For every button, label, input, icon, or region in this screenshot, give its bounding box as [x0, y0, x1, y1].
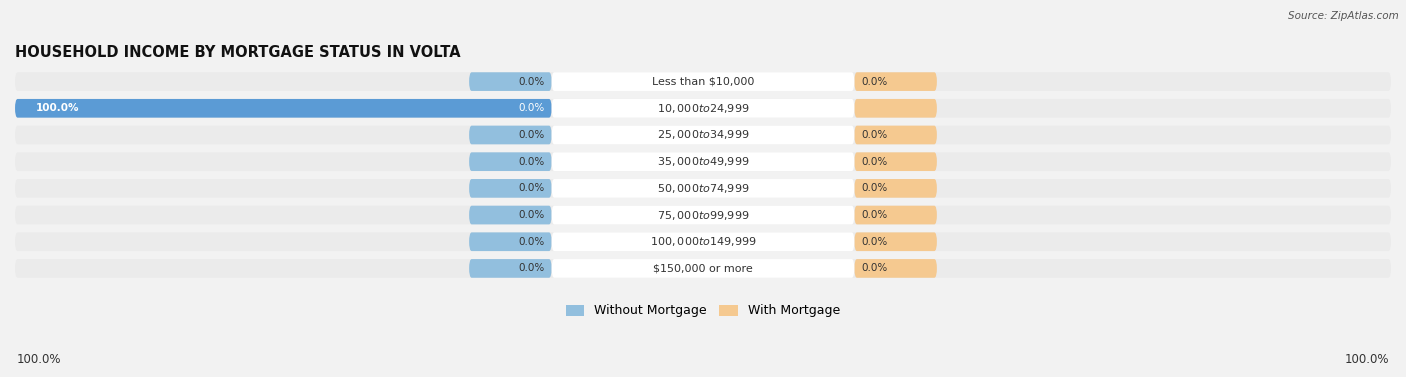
- Legend: Without Mortgage, With Mortgage: Without Mortgage, With Mortgage: [561, 299, 845, 322]
- Text: $75,000 to $99,999: $75,000 to $99,999: [657, 208, 749, 222]
- Text: 0.0%: 0.0%: [519, 157, 544, 167]
- Text: 100.0%: 100.0%: [35, 103, 79, 113]
- Text: 0.0%: 0.0%: [862, 130, 887, 140]
- FancyBboxPatch shape: [855, 72, 936, 91]
- FancyBboxPatch shape: [470, 259, 551, 278]
- FancyBboxPatch shape: [470, 72, 551, 91]
- FancyBboxPatch shape: [470, 232, 551, 251]
- FancyBboxPatch shape: [15, 259, 1391, 278]
- FancyBboxPatch shape: [855, 152, 936, 171]
- Text: 0.0%: 0.0%: [519, 183, 544, 193]
- Text: 0.0%: 0.0%: [519, 237, 544, 247]
- FancyBboxPatch shape: [470, 126, 551, 144]
- FancyBboxPatch shape: [855, 99, 936, 118]
- FancyBboxPatch shape: [470, 206, 551, 224]
- FancyBboxPatch shape: [551, 232, 855, 251]
- FancyBboxPatch shape: [551, 179, 855, 198]
- FancyBboxPatch shape: [15, 72, 1391, 91]
- Text: 0.0%: 0.0%: [519, 130, 544, 140]
- FancyBboxPatch shape: [551, 72, 855, 91]
- Text: $35,000 to $49,999: $35,000 to $49,999: [657, 155, 749, 168]
- FancyBboxPatch shape: [855, 179, 936, 198]
- Text: 0.0%: 0.0%: [519, 103, 544, 113]
- FancyBboxPatch shape: [855, 259, 936, 278]
- FancyBboxPatch shape: [551, 152, 855, 171]
- Text: 0.0%: 0.0%: [862, 237, 887, 247]
- FancyBboxPatch shape: [15, 179, 1391, 198]
- FancyBboxPatch shape: [855, 126, 936, 144]
- FancyBboxPatch shape: [15, 99, 1391, 118]
- FancyBboxPatch shape: [15, 206, 1391, 224]
- Text: 0.0%: 0.0%: [862, 183, 887, 193]
- FancyBboxPatch shape: [15, 99, 551, 118]
- FancyBboxPatch shape: [551, 259, 855, 278]
- FancyBboxPatch shape: [15, 232, 1391, 251]
- Text: 100.0%: 100.0%: [17, 353, 62, 366]
- FancyBboxPatch shape: [470, 152, 551, 171]
- Text: 0.0%: 0.0%: [862, 264, 887, 273]
- Text: $50,000 to $74,999: $50,000 to $74,999: [657, 182, 749, 195]
- Text: HOUSEHOLD INCOME BY MORTGAGE STATUS IN VOLTA: HOUSEHOLD INCOME BY MORTGAGE STATUS IN V…: [15, 45, 461, 60]
- FancyBboxPatch shape: [551, 206, 855, 224]
- FancyBboxPatch shape: [551, 99, 855, 118]
- Text: 100.0%: 100.0%: [1344, 353, 1389, 366]
- FancyBboxPatch shape: [15, 126, 1391, 144]
- FancyBboxPatch shape: [855, 206, 936, 224]
- Text: 0.0%: 0.0%: [519, 264, 544, 273]
- Text: $150,000 or more: $150,000 or more: [654, 264, 752, 273]
- Text: 0.0%: 0.0%: [862, 77, 887, 87]
- Text: $25,000 to $34,999: $25,000 to $34,999: [657, 129, 749, 141]
- FancyBboxPatch shape: [855, 232, 936, 251]
- FancyBboxPatch shape: [551, 126, 855, 144]
- Text: 0.0%: 0.0%: [862, 157, 887, 167]
- Text: Less than $10,000: Less than $10,000: [652, 77, 754, 87]
- Text: $100,000 to $149,999: $100,000 to $149,999: [650, 235, 756, 248]
- Text: Source: ZipAtlas.com: Source: ZipAtlas.com: [1288, 11, 1399, 21]
- Text: 0.0%: 0.0%: [519, 210, 544, 220]
- Text: 0.0%: 0.0%: [519, 77, 544, 87]
- FancyBboxPatch shape: [470, 179, 551, 198]
- Text: $10,000 to $24,999: $10,000 to $24,999: [657, 102, 749, 115]
- Text: 0.0%: 0.0%: [862, 210, 887, 220]
- FancyBboxPatch shape: [15, 152, 1391, 171]
